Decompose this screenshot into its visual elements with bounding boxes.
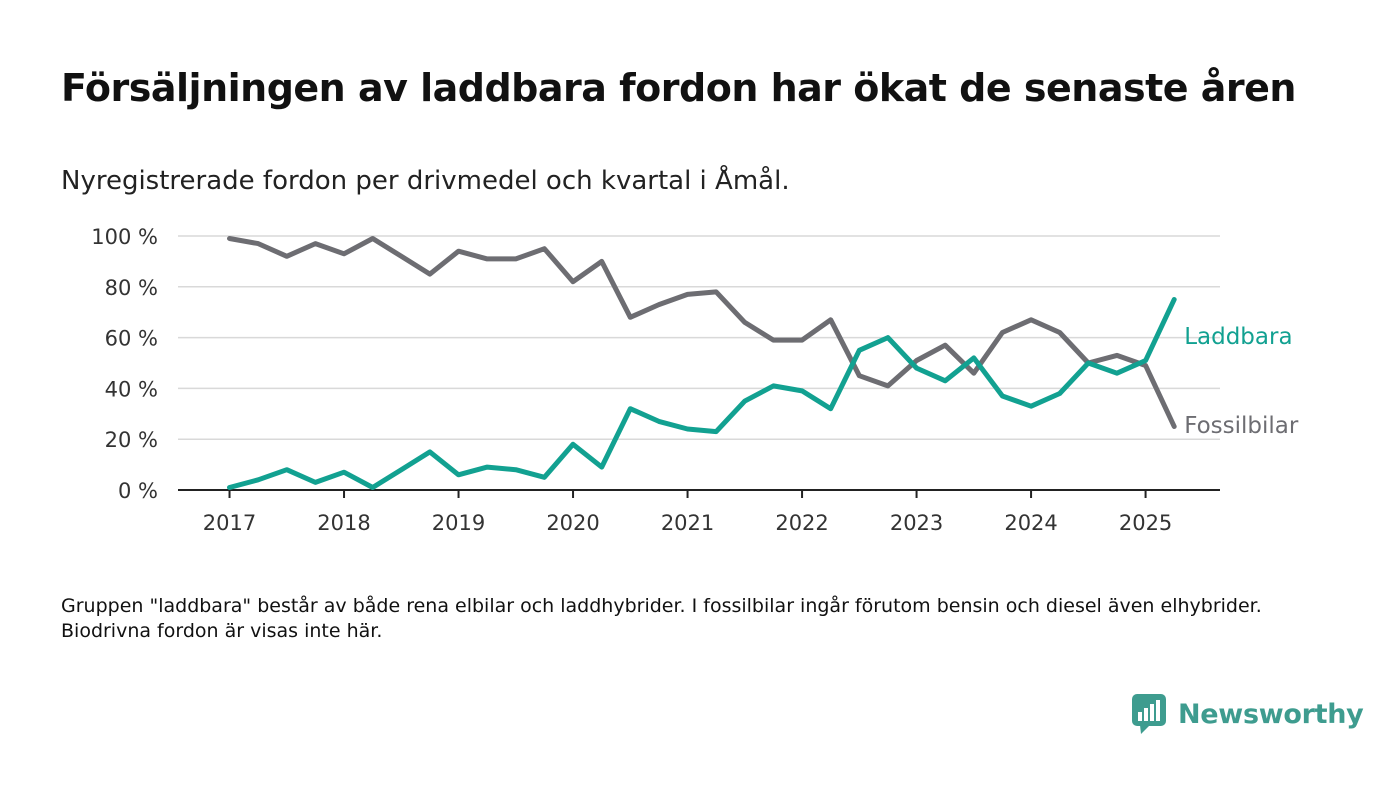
y-tick-label: 0 % [118, 479, 158, 503]
x-tick-label: 2022 [775, 511, 828, 535]
series-lines [227, 236, 1177, 490]
x-tick-label: 2020 [546, 511, 599, 535]
x-tick-label: 2025 [1119, 511, 1172, 535]
x-tick-label: 2017 [203, 511, 256, 535]
y-axis-tick-labels: 0 % 20 % 40 % 60 % 80 % 100 % [91, 225, 158, 503]
x-tick-label: 2023 [890, 511, 943, 535]
x-tick-label: 2021 [661, 511, 714, 535]
grid-lines [178, 235, 1220, 440]
chart-subtitle: Nyregistrerade fordon per drivmedel och … [61, 166, 790, 196]
x-tick-label: 2024 [1004, 511, 1057, 535]
chart-title: Försäljningen av laddbara fordon har öka… [61, 66, 1296, 110]
x-axis: 2017 2018 2019 2020 2021 2022 2023 2024 2025 [178, 489, 1220, 535]
x-tick-label: 2019 [432, 511, 485, 535]
y-tick-label: 20 % [105, 428, 158, 452]
brand-logo[interactable]: Newsworthy [1132, 692, 1364, 736]
y-tick-label: 40 % [105, 377, 158, 401]
series-line-laddbara [227, 297, 1177, 490]
y-tick-label: 80 % [105, 276, 158, 300]
y-tick-label: 60 % [105, 327, 158, 351]
series-label-fossilbilar: Fossilbilar [1184, 413, 1299, 439]
newsworthy-logo-icon [1132, 694, 1166, 734]
series-line-fossilbilar [227, 236, 1177, 429]
brand-name: Newsworthy [1178, 698, 1364, 730]
x-tick-label: 2018 [317, 511, 370, 535]
y-tick-label: 100 % [91, 225, 158, 249]
series-labels: Fossilbilar Laddbara [1184, 324, 1299, 439]
series-label-laddbara: Laddbara [1184, 324, 1292, 350]
footnote: Gruppen "laddbara" består av både rena e… [61, 595, 1262, 642]
